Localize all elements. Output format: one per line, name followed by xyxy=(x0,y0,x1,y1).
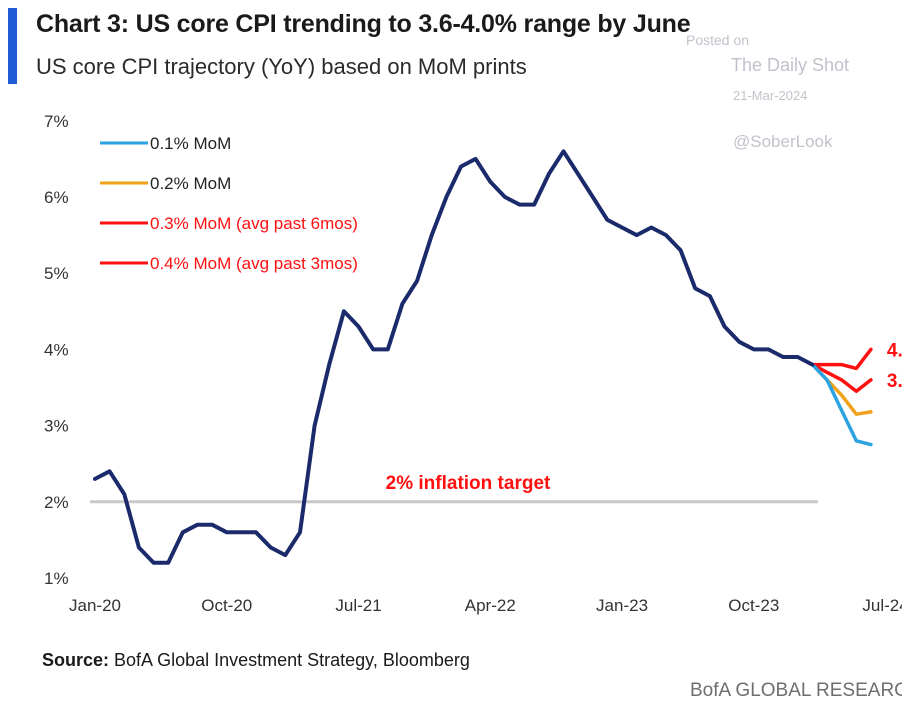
y-tick-label: 2% xyxy=(44,493,69,512)
end-value-label: 3.6% xyxy=(887,371,902,392)
watermark-posted-on: Posted on xyxy=(686,32,750,48)
footer-brand: BofA GLOBAL RESEARCH xyxy=(690,680,902,701)
legend-label: 0.4% MoM (avg past 3mos) xyxy=(150,254,358,273)
series-line-projection xyxy=(810,362,873,394)
x-tick-label: Jul-24 xyxy=(862,596,902,615)
series-line-projection xyxy=(810,362,873,447)
end-value-label: 4.0% xyxy=(887,340,902,361)
source-text: BofA Global Investment Strategy, Bloombe… xyxy=(109,650,470,670)
x-tick-label: Apr-22 xyxy=(465,596,516,615)
y-tick-label: 4% xyxy=(44,340,69,359)
watermark-site: The Daily Shot xyxy=(731,55,850,75)
legend-label: 0.1% MoM xyxy=(150,134,231,153)
cpi-line-chart: 1% 2% 3% 4% 5% 6% 7% Jan-20 Oct-20 Jul-21 Apr-22 Ja… xyxy=(44,112,902,615)
y-tick-label: 5% xyxy=(44,264,69,283)
chart-title: Chart 3: US core CPI trending to 3.6-4.0… xyxy=(36,10,691,38)
x-tick-label: Jul-21 xyxy=(335,596,381,615)
watermark-handle: @SoberLook xyxy=(733,132,833,151)
x-tick-label: Oct-20 xyxy=(201,596,252,615)
y-tick-label: 7% xyxy=(44,112,69,131)
x-tick-label: Jan-23 xyxy=(596,596,648,615)
source-note: Source: BofA Global Investment Strategy,… xyxy=(42,650,470,671)
x-tick-label: Oct-23 xyxy=(728,596,779,615)
legend-label: 0.3% MoM (avg past 6mos) xyxy=(150,214,358,233)
inflation-target-label: 2% inflation target xyxy=(386,473,551,494)
y-tick-label: 1% xyxy=(44,569,69,588)
y-tick-label: 6% xyxy=(44,188,69,207)
y-tick-label: 3% xyxy=(44,417,69,436)
title-accent-bar xyxy=(8,8,17,84)
source-label: Source: xyxy=(42,650,110,670)
watermark-date: 21-Mar-2024 xyxy=(733,88,808,103)
series-line-projection xyxy=(810,347,873,371)
series-line-historical xyxy=(93,149,815,565)
chart-subtitle: US core CPI trajectory (YoY) based on Mo… xyxy=(36,54,527,79)
legend-label: 0.2% MoM xyxy=(150,174,231,193)
x-tick-label: Jan-20 xyxy=(69,596,121,615)
